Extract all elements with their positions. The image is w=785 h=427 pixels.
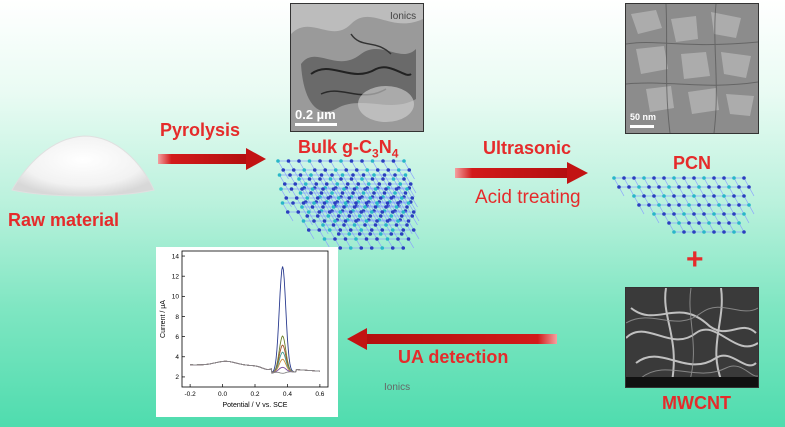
ua-detection-arrow: [347, 328, 557, 350]
y-tick-label: 12: [172, 273, 180, 280]
dpv-curve: [190, 360, 320, 374]
dpv-curve: [190, 266, 320, 374]
sem-pcn-scale-label: 50 nm: [630, 112, 657, 122]
bulk-gcn-sub-3: 3: [372, 146, 379, 161]
plot-frame: [181, 250, 329, 388]
y-tick-label: 4: [175, 354, 179, 361]
tem-scale-label: 0.2 µm: [295, 107, 336, 122]
ultrasonic-label: Ultrasonic: [483, 138, 572, 158]
lattice-layer: [276, 159, 415, 208]
lattice-layer: [280, 201, 420, 250]
pcn-nanosheet: [612, 176, 755, 234]
center-watermark: Ionics: [384, 382, 411, 393]
x-tick-label: 0.2: [250, 391, 259, 398]
y-tick-label: 2: [175, 374, 179, 381]
sem-image-mwcnt: [625, 287, 759, 388]
lattice-layer: [277, 173, 417, 222]
bulk-gcn-label-prefix: Bulk g-C: [298, 137, 372, 157]
x-tick-label: 0.0: [218, 391, 227, 398]
tem-watermark: Ionics: [390, 11, 417, 22]
y-tick-label: 8: [175, 314, 179, 321]
dpv-curve: [190, 360, 320, 374]
lattice-layer: [279, 187, 418, 236]
bulk-gcn-label-n: N: [378, 137, 392, 157]
raw-material-label: Raw material: [8, 210, 120, 230]
dpv-curve: [190, 344, 320, 374]
y-axis-label: Current / μA: [160, 300, 167, 338]
dpv-curve: [190, 335, 320, 374]
sem-image-pcn: 50 nm: [625, 3, 759, 134]
plus-sign: +: [686, 243, 704, 276]
pyrolysis-label: Pyrolysis: [160, 120, 241, 140]
x-tick-label: 0.4: [283, 391, 292, 398]
pyrolysis-arrow: [158, 148, 266, 170]
y-tick-label: 14: [172, 253, 180, 260]
x-tick-label: 0.6: [315, 391, 324, 398]
lattice-layer: [612, 176, 755, 234]
mwcnt-label: MWCNT: [662, 393, 731, 413]
y-tick-label: 6: [175, 334, 179, 341]
x-axis-label: Potential / V vs. SCE: [223, 402, 288, 409]
dpv-chart: -0.2 0.0 0.2 0.4 0.6 2 4 6 8 10 12 14 Potential / V …: [156, 247, 338, 417]
y-tick-label: 10: [172, 294, 180, 301]
ultrasonic-arrow: [455, 162, 588, 184]
bulk-gcn-lattice: [276, 159, 420, 250]
ua-detection-label: UA detection: [398, 347, 509, 367]
pcn-label: PCN: [673, 153, 712, 173]
acid-treating-label: Acid treating: [475, 187, 581, 208]
x-tick-label: -0.2: [185, 391, 197, 398]
raw-material-powder-image: [11, 135, 155, 197]
bulk-gcn-label: Bulk g-C3N4: [298, 137, 398, 161]
bulk-gcn-sub-4: 4: [391, 146, 399, 161]
tem-image-bulk: Ionics 0.2 µm: [290, 3, 424, 132]
